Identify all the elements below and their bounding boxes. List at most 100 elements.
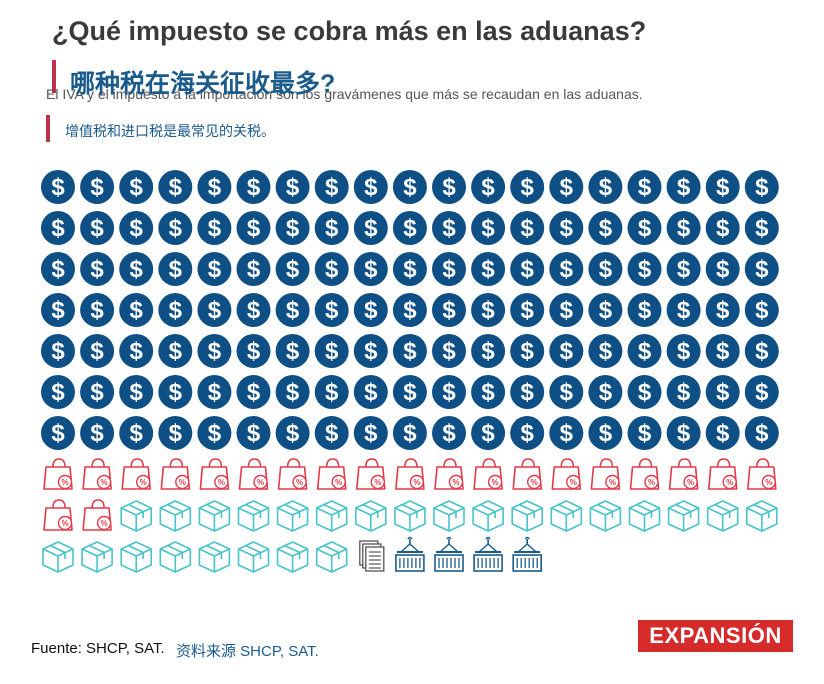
svg-text:$: $ [90, 420, 104, 447]
package-box-icon [159, 500, 192, 532]
svg-text:$: $ [403, 379, 417, 406]
dollar-coin-icon: $ [197, 334, 232, 368]
dollar-coin-icon: $ [80, 334, 115, 368]
package-box-icon [237, 541, 270, 573]
source-note-translation: 资料来源 SHCP, SAT. [176, 643, 319, 660]
dollar-coin-icon: $ [588, 375, 623, 409]
dollar-coin-icon: $ [744, 375, 779, 409]
dollar-coin-icon: $ [705, 375, 740, 409]
svg-text:$: $ [208, 256, 222, 283]
svg-text:%: % [452, 478, 459, 487]
package-box-icon [472, 500, 504, 532]
svg-text:$: $ [755, 297, 769, 324]
svg-text:$: $ [169, 420, 183, 447]
svg-text:$: $ [481, 379, 495, 406]
shopping-bag-percent-icon: % [238, 458, 269, 490]
dollar-coin-icon: $ [41, 334, 75, 368]
dollar-coin-icon: $ [314, 293, 349, 327]
dollar-coin-icon: $ [627, 334, 662, 368]
dollar-coin-icon: $ [80, 211, 115, 245]
dollar-coin-icon: $ [158, 170, 193, 204]
svg-text:$: $ [599, 174, 613, 201]
svg-text:$: $ [677, 338, 691, 365]
dollar-coin-icon: $ [705, 211, 740, 245]
package-box-icon [81, 541, 113, 573]
svg-text:%: % [492, 478, 499, 487]
svg-text:%: % [296, 478, 303, 487]
source-note: Fuente: SHCP, SAT. [31, 640, 165, 657]
package-box-icon [120, 541, 152, 573]
svg-text:$: $ [364, 297, 378, 324]
svg-text:$: $ [364, 215, 378, 242]
svg-text:%: % [140, 478, 147, 487]
dollar-coin-icon: $ [705, 170, 740, 204]
dollar-coin-icon: $ [510, 375, 545, 409]
dollar-coin-icon: $ [236, 416, 271, 450]
package-box-icon [511, 500, 544, 532]
dollar-coin-icon: $ [236, 252, 271, 286]
dollar-coin-icon: $ [627, 211, 662, 245]
dollar-coin-icon: $ [197, 211, 232, 245]
svg-text:$: $ [286, 256, 300, 283]
dollar-coin-icon: $ [314, 334, 349, 368]
dollar-coin-icon: $ [353, 334, 388, 368]
svg-text:$: $ [716, 338, 730, 365]
package-box-icon [120, 500, 152, 532]
shopping-bag-percent-icon: % [316, 458, 347, 490]
svg-text:$: $ [442, 338, 456, 365]
svg-text:$: $ [51, 297, 65, 324]
dollar-coin-icon: $ [549, 416, 584, 450]
dollar-coin-icon: $ [705, 252, 740, 286]
dollar-coin-icon: $ [353, 416, 388, 450]
package-box-icon [315, 500, 348, 532]
svg-text:$: $ [130, 379, 144, 406]
package-box-icon [198, 500, 231, 532]
svg-text:$: $ [677, 297, 691, 324]
package-box-icon [433, 500, 465, 532]
shopping-bag-percent-icon: % [629, 458, 660, 490]
package-box-icon [550, 500, 583, 532]
svg-text:$: $ [599, 420, 613, 447]
svg-text:$: $ [521, 420, 535, 447]
dollar-coin-icon: $ [353, 252, 388, 286]
dollar-coin-icon: $ [510, 416, 545, 450]
svg-text:$: $ [716, 215, 730, 242]
svg-text:%: % [101, 478, 108, 487]
svg-text:$: $ [325, 256, 339, 283]
svg-text:$: $ [286, 338, 300, 365]
svg-text:$: $ [130, 215, 144, 242]
dollar-coin-icon: $ [510, 211, 545, 245]
svg-text:%: % [726, 478, 733, 487]
pictogram-grid: $ $ $ $ $ $ $ $ $ $ $ $ $ $ $ $ $ $ $ $ $ $ $ $ $ $ $ $ $ $ $ $ $ $ $ $ $ $ $ $… [41, 170, 779, 573]
svg-text:$: $ [208, 174, 222, 201]
svg-text:$: $ [90, 256, 104, 283]
svg-text:$: $ [325, 338, 339, 365]
dollar-coin-icon: $ [236, 334, 271, 368]
svg-text:$: $ [755, 379, 769, 406]
dollar-coin-icon: $ [392, 293, 427, 327]
svg-text:$: $ [481, 174, 495, 201]
svg-text:$: $ [755, 256, 769, 283]
svg-text:$: $ [481, 256, 495, 283]
dollar-coin-icon: $ [119, 375, 154, 409]
svg-text:$: $ [247, 174, 261, 201]
dollar-coin-icon: $ [119, 170, 154, 204]
svg-text:$: $ [638, 215, 652, 242]
dollar-coin-icon: $ [549, 375, 584, 409]
svg-text:$: $ [755, 338, 769, 365]
dollar-coin-icon: $ [432, 416, 466, 450]
svg-text:$: $ [208, 215, 222, 242]
svg-text:$: $ [247, 338, 261, 365]
package-box-icon [706, 500, 739, 532]
dollar-coin-icon: $ [744, 416, 779, 450]
svg-text:%: % [179, 478, 186, 487]
svg-text:$: $ [599, 297, 613, 324]
svg-text:$: $ [481, 338, 495, 365]
dollar-coin-icon: $ [666, 170, 701, 204]
svg-text:%: % [257, 478, 264, 487]
svg-text:$: $ [716, 420, 730, 447]
svg-text:$: $ [677, 420, 691, 447]
package-box-icon [589, 500, 622, 532]
package-box-icon [159, 541, 192, 573]
svg-text:$: $ [599, 338, 613, 365]
